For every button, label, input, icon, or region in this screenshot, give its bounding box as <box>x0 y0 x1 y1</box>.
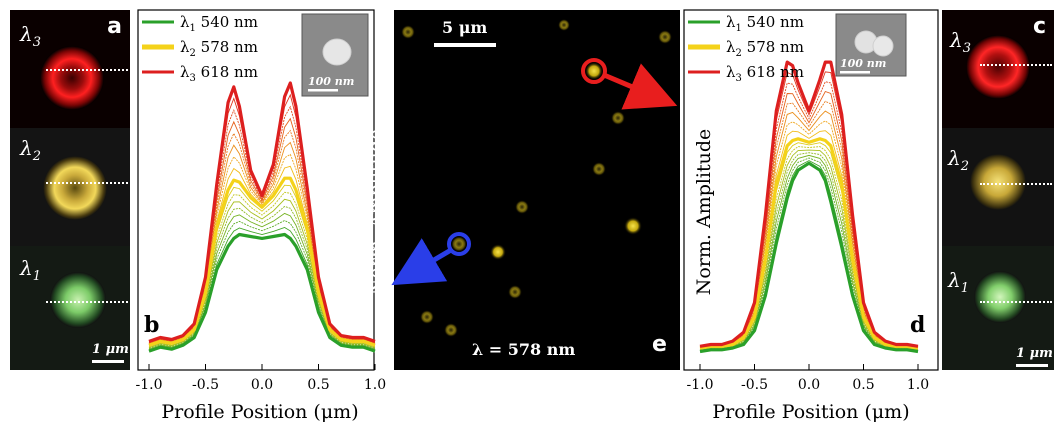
lambda-2-label: λ2 <box>948 146 969 174</box>
interpolated-curve <box>699 154 919 351</box>
panel-a-spots <box>10 10 130 370</box>
chart-b: -1.0 -0.5 0.0 0.5 1.0 Profile Position (μm) … <box>136 9 386 423</box>
chart-d-xlabel: Profile Position (μm) <box>712 401 909 423</box>
ylabel-d: Norm. Amplitude <box>693 128 715 296</box>
series-line-1 <box>148 232 376 353</box>
panel-label-d: d <box>910 312 925 338</box>
x-tick-label: 0.5 <box>307 377 329 393</box>
panel-c-strip: λ3 λ2 λ1 c 1 μm <box>942 10 1054 370</box>
particle <box>451 236 467 252</box>
wavelength-label-e: λ = 578 nm <box>472 340 576 359</box>
scale-bar-c <box>1016 364 1048 367</box>
green-spot <box>974 271 1026 323</box>
particle <box>508 285 522 299</box>
lambda-1-label: λ1 <box>948 268 969 296</box>
scale-bar-a <box>92 360 124 363</box>
scale-bar-e <box>434 43 496 47</box>
panel-label-a: a <box>107 14 122 39</box>
legend-label-2: λ2 578 nm <box>726 38 804 59</box>
x-tick-label: 0.0 <box>798 377 820 393</box>
chart-b-xlabel: Profile Position (μm) <box>161 401 358 423</box>
x-tick-label: -0.5 <box>192 377 219 393</box>
particle <box>658 30 672 44</box>
interpolated-curve <box>148 198 376 348</box>
lambda-3-label: λ3 <box>950 28 971 56</box>
profile-line-1 <box>980 301 1052 303</box>
profile-line-1 <box>46 301 128 303</box>
particle <box>490 244 506 260</box>
series-line-3 <box>699 60 919 348</box>
inset-scale-label-b: 100 nm <box>308 75 354 88</box>
particle <box>585 62 603 80</box>
series-line-2 <box>148 176 376 347</box>
red-circle-marker <box>581 58 607 84</box>
ylabel-e-left: Norm. Amplitude <box>365 128 387 296</box>
red-ring-spot <box>966 35 1030 99</box>
yellow-ring-spot <box>43 156 107 220</box>
interpolated-curve <box>699 149 919 350</box>
inset-sem-b: 100 nm <box>301 13 369 97</box>
inset-sem-d: 100 nm <box>835 13 907 77</box>
particle <box>515 200 529 214</box>
lambda-2-label: λ2 <box>20 136 41 164</box>
series-line-2 <box>699 137 919 350</box>
x-tick-label: 0.5 <box>852 377 874 393</box>
blue-circle-marker <box>447 232 471 256</box>
series-line-3 <box>148 81 376 343</box>
particle-dimer-2 <box>872 35 894 57</box>
scale-bar-label-a: 1 μm <box>92 342 129 357</box>
panel-label-e: e <box>652 332 667 357</box>
legend-label-3: λ3 618 nm <box>180 63 258 84</box>
particle <box>558 19 570 31</box>
panel-e-particles <box>401 19 672 337</box>
chart-d: -1.0 -0.5 0.0 0.5 1.0 Profile Position (μm) … <box>683 9 939 423</box>
legend-label-1: λ1 540 nm <box>726 13 804 34</box>
inset-scale-bar-d <box>840 71 870 74</box>
particle <box>592 162 606 176</box>
yellow-spot <box>970 154 1026 210</box>
interpolated-curve <box>148 212 376 350</box>
green-spot <box>50 272 106 328</box>
particle <box>401 25 415 39</box>
profile-line-3 <box>46 69 128 71</box>
particle <box>444 323 458 337</box>
legend-label-2: λ2 578 nm <box>180 38 258 59</box>
panel-label-c: c <box>1032 14 1046 39</box>
x-tick-label: 0.0 <box>251 377 273 393</box>
x-tick-label: -0.5 <box>741 377 768 393</box>
scale-bar-label-c: 1 μm <box>1016 346 1053 361</box>
lambda-1-label: λ1 <box>20 256 41 284</box>
scale-bar-label-e: 5 μm <box>442 18 488 37</box>
panel-e-darkfield: 5 μm λ = 578 nm e <box>394 10 680 370</box>
profile-line-2 <box>980 183 1052 185</box>
series-line-1 <box>699 161 919 354</box>
x-tick-label: -1.0 <box>136 377 163 393</box>
interpolated-curve <box>699 152 919 351</box>
particle-single <box>322 38 352 66</box>
lambda-3-label: λ3 <box>20 22 41 50</box>
profile-line-2 <box>46 182 128 184</box>
panel-a-strip: λ3 λ2 λ1 a 1 μm <box>10 10 130 370</box>
inset-scale-label-d: 100 nm <box>840 57 886 70</box>
particle <box>624 217 642 235</box>
red-ring-spot <box>40 46 104 110</box>
particle <box>420 310 434 324</box>
legend-label-1: λ1 540 nm <box>180 13 258 34</box>
panel-label-b: b <box>144 312 159 338</box>
interpolated-curve <box>148 205 376 349</box>
profile-line-3 <box>980 64 1052 66</box>
x-tick-label: 1.0 <box>907 377 929 393</box>
x-tick-label: 1.0 <box>364 377 386 393</box>
panel-c-spots <box>942 10 1054 370</box>
x-tick-label: -1.0 <box>687 377 714 393</box>
particle <box>611 111 625 125</box>
interpolated-curve <box>148 129 376 344</box>
inset-scale-bar-b <box>308 89 338 92</box>
legend-label-3: λ3 618 nm <box>726 63 804 84</box>
